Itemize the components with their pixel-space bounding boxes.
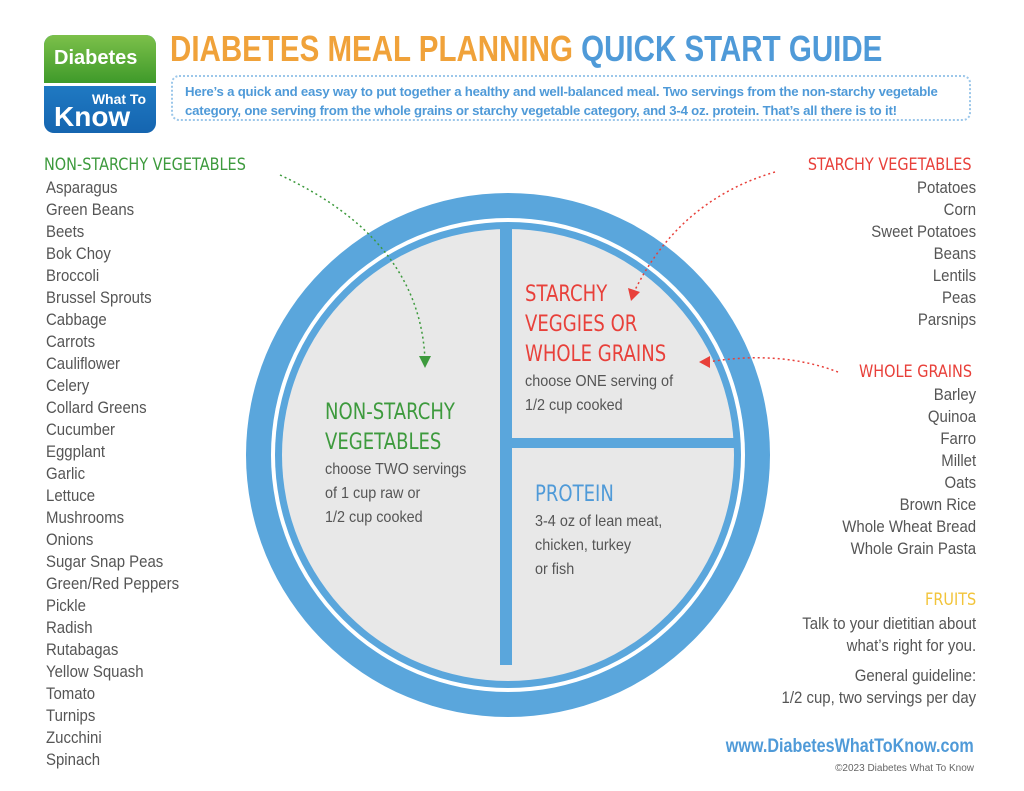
non-starchy-item: Cabbage: [46, 310, 107, 329]
fruits-line: what’s right for you.: [846, 636, 976, 655]
grain-item: Whole Grain Pasta: [850, 539, 976, 558]
non-starchy-item: Garlic: [46, 464, 86, 483]
non-starchy-item: Collard Greens: [46, 398, 147, 417]
protein-text: or fish: [535, 561, 575, 578]
non-starchy-item: Radish: [46, 618, 93, 637]
grain-item: Barley: [933, 385, 976, 404]
grain-item: Oats: [944, 473, 976, 492]
website-link[interactable]: www.DiabetesWhatToKnow.com: [726, 736, 974, 757]
plate-divider-horizontal: [505, 438, 735, 448]
protein-text: 3-4 oz of lean meat,: [535, 513, 663, 530]
veg-text: choose TWO servings: [325, 461, 467, 478]
arrow-starchy: [634, 171, 776, 291]
non-starchy-heading: NON-STARCHY VEGETABLES: [44, 155, 246, 175]
page-title: DIABETES MEAL PLANNING QUICK START GUIDE: [170, 28, 883, 69]
protein-title: PROTEIN: [535, 482, 614, 507]
non-starchy-item: Onions: [46, 530, 94, 549]
starchy-list: Potatoes Corn Sweet Potatoes Beans Lentils Pe…: [857, 177, 976, 331]
non-starchy-item: Brussel Sprouts: [46, 288, 152, 307]
fruits-line: Talk to your dietitian about: [802, 614, 976, 633]
veg-text: of 1 cup raw or: [325, 485, 421, 502]
non-starchy-item: Cauliflower: [46, 354, 121, 373]
fruits-line: General guideline:: [854, 666, 976, 685]
non-starchy-item: Sugar Snap Peas: [46, 552, 164, 571]
non-starchy-item: Mushrooms: [46, 508, 125, 527]
fruits-heading: FRUITS: [924, 590, 976, 610]
starchy-item: Sweet Potatoes: [871, 222, 976, 241]
fruits-text: Talk to your dietitian about what’s righ…: [755, 613, 976, 709]
non-starchy-item: Asparagus: [46, 178, 118, 197]
logo-text: Diabetes: [54, 47, 138, 69]
intro-text: Here’s a quick and easy way to put toget…: [171, 75, 971, 121]
non-starchy-item: Broccoli: [46, 266, 100, 285]
non-starchy-item: Celery: [46, 376, 90, 395]
non-starchy-item: Eggplant: [46, 442, 106, 461]
starchy-heading: STARCHY VEGETABLES: [808, 155, 972, 175]
non-starchy-item: Tomato: [46, 684, 96, 703]
starch-text: 1/2 cup cooked: [525, 397, 623, 414]
starch-title: VEGGIES OR: [525, 312, 638, 337]
logo-text: Know: [54, 101, 131, 132]
non-starchy-item: Carrots: [46, 332, 96, 351]
starch-title: WHOLE GRAINS: [525, 342, 667, 367]
grain-item: Farro: [940, 429, 976, 448]
non-starchy-item: Cucumber: [46, 420, 116, 439]
non-starchy-item: Green/Red Peppers: [46, 574, 180, 593]
logo-text: What To: [91, 91, 146, 107]
arrow-grains: [707, 357, 839, 373]
grain-item: Millet: [941, 451, 976, 470]
non-starchy-item: Spinach: [46, 750, 101, 769]
plate-starch-section: STARCHY VEGGIES OR WHOLE GRAINS choose O…: [525, 280, 697, 418]
logo: Diabetes What To Know: [44, 35, 156, 133]
copyright: ©2023 Diabetes What To Know: [835, 763, 974, 774]
starchy-item: Peas: [941, 288, 976, 307]
grains-heading: WHOLE GRAINS: [858, 362, 972, 382]
non-starchy-item: Yellow Squash: [46, 662, 144, 681]
grains-list: Barley Quinoa Farro Millet Oats Brown Rice Who…: [824, 384, 976, 560]
non-starchy-item: Green Beans: [46, 200, 135, 219]
non-starchy-item: Zucchini: [46, 728, 102, 747]
grain-item: Brown Rice: [899, 495, 976, 514]
non-starchy-item: Turnips: [46, 706, 96, 725]
veg-title: VEGETABLES: [325, 430, 442, 455]
fruits-line: 1/2 cup, two servings per day: [781, 688, 976, 707]
non-starchy-item: Rutabagas: [46, 640, 119, 659]
starchy-item: Beans: [933, 244, 976, 263]
non-starchy-item: Beets: [46, 222, 85, 241]
non-starchy-item: Bok Choy: [46, 244, 111, 263]
plate-veg-section: NON-STARCHY VEGETABLES choose TWO servin…: [325, 398, 483, 530]
veg-title: NON-STARCHY: [325, 400, 455, 425]
veg-text: 1/2 cup cooked: [325, 509, 423, 526]
starchy-item: Corn: [943, 200, 976, 219]
starchy-item: Lentils: [932, 266, 976, 285]
starch-text: choose ONE serving of: [525, 373, 674, 390]
starchy-item: Potatoes: [916, 178, 976, 197]
non-starchy-item: Lettuce: [46, 486, 96, 505]
protein-text: chicken, turkey: [535, 537, 632, 554]
non-starchy-item: Pickle: [46, 596, 86, 615]
non-starchy-list: Asparagus Green Beans Beets Bok Choy Broccol…: [46, 177, 197, 771]
grain-item: Whole Wheat Bread: [842, 517, 976, 536]
plate-protein-section: PROTEIN 3-4 oz of lean meat, chicken, tu…: [535, 480, 676, 582]
starchy-item: Parsnips: [917, 310, 976, 329]
grain-item: Quinoa: [927, 407, 976, 426]
starch-title: STARCHY: [525, 282, 608, 307]
